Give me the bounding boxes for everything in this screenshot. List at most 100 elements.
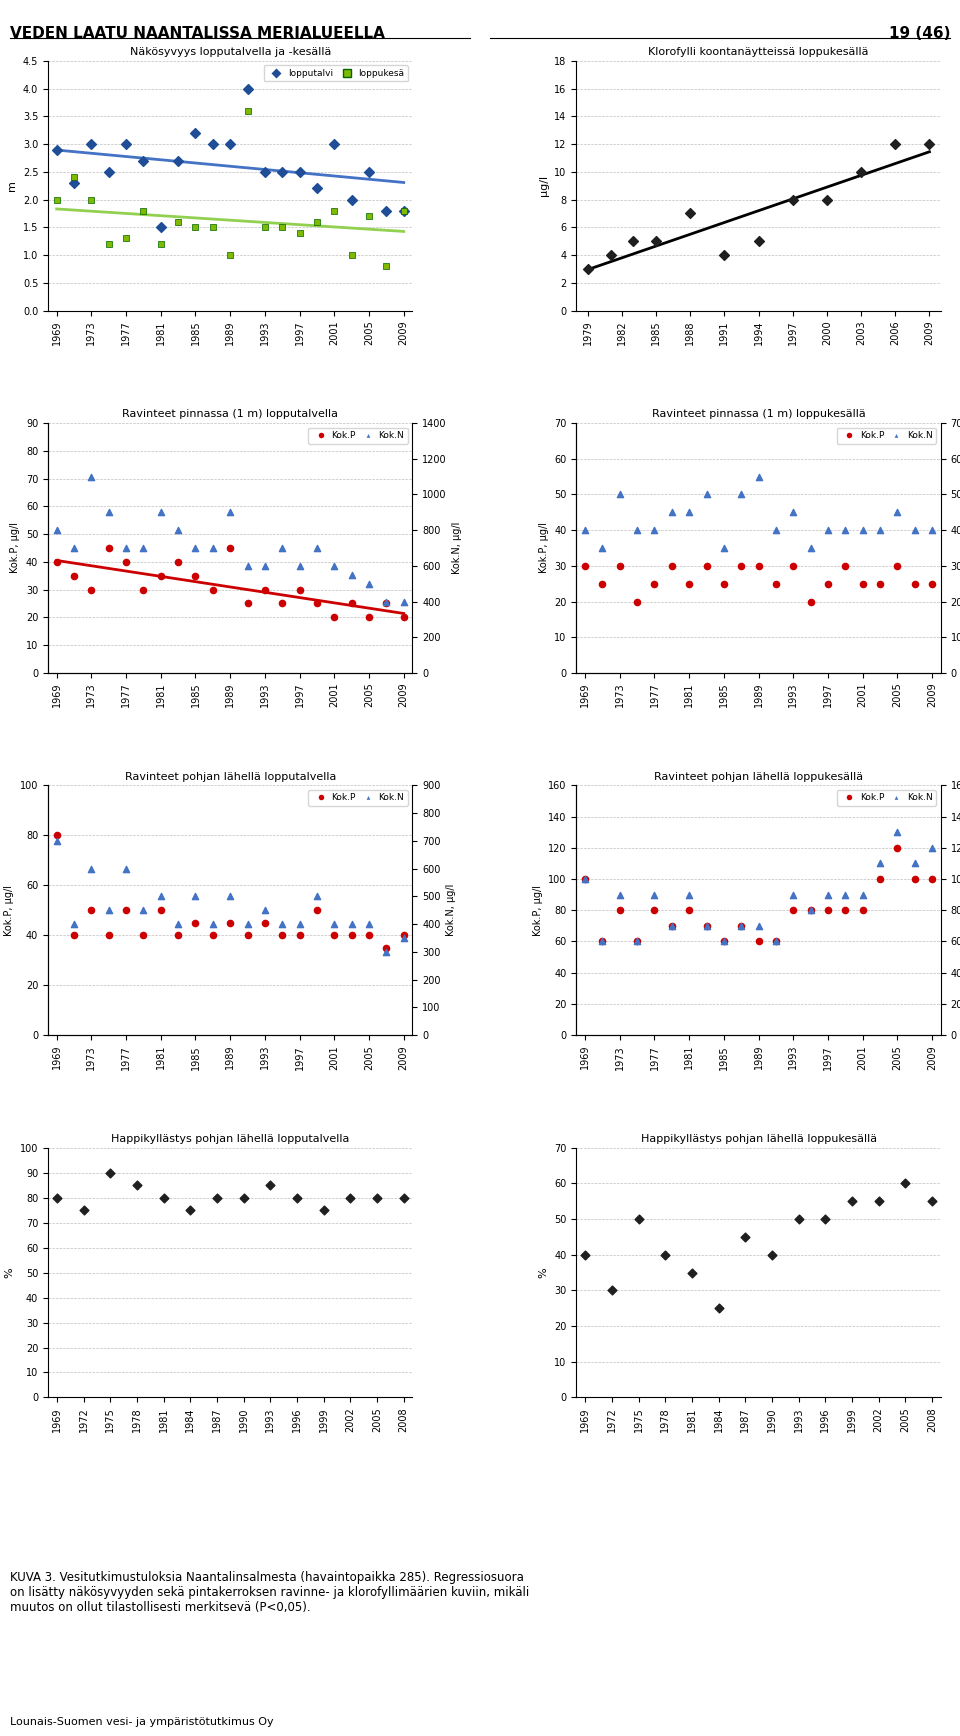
Point — [361, 604, 376, 632]
Legend: Kok.P, Kok.N: Kok.P, Kok.N — [308, 427, 408, 444]
Point — [396, 1184, 411, 1212]
Point — [344, 186, 359, 214]
Point — [236, 1184, 252, 1212]
Title: Näkösyvyys lopputalvella ja -kesällä: Näkösyvyys lopputalvella ja -kesällä — [130, 47, 331, 57]
Point — [309, 175, 324, 203]
Point — [785, 880, 801, 908]
Point — [577, 552, 592, 580]
Legend: Kok.P, Kok.N: Kok.P, Kok.N — [836, 790, 936, 806]
Point — [907, 516, 923, 543]
Point — [66, 535, 82, 562]
Point — [396, 196, 412, 224]
Point — [223, 130, 238, 158]
Point — [156, 1184, 171, 1212]
Point — [135, 148, 151, 175]
Point — [309, 896, 324, 924]
Point — [751, 927, 766, 955]
Point — [153, 214, 168, 241]
Point — [223, 882, 238, 910]
Title: Happikyllästys pohjan lähellä loppukesällä: Happikyllästys pohjan lähellä loppukesäl… — [640, 1134, 876, 1144]
Point — [171, 922, 186, 950]
Point — [326, 552, 342, 580]
Point — [378, 590, 394, 618]
Point — [275, 158, 290, 186]
Point — [821, 569, 836, 597]
Point — [344, 561, 359, 589]
Point — [84, 130, 99, 158]
Point — [326, 196, 342, 224]
Point — [49, 1184, 64, 1212]
Point — [275, 214, 290, 241]
Point — [768, 569, 783, 597]
Y-axis label: μg/l: μg/l — [539, 175, 549, 196]
Text: Lounais-Suomen vesi- ja ympäristötutkimus Oy: Lounais-Suomen vesi- ja ympäristötutkimu… — [10, 1717, 274, 1727]
Point — [262, 1172, 277, 1200]
Point — [309, 882, 324, 910]
Point — [292, 219, 307, 247]
Point — [188, 882, 204, 910]
Point — [153, 896, 168, 924]
Point — [171, 148, 186, 175]
Point — [344, 910, 359, 937]
Point — [855, 516, 871, 543]
Point — [205, 535, 221, 562]
Point — [699, 911, 714, 939]
Y-axis label: %: % — [5, 1267, 14, 1278]
Text: VEDEN LAATU NAANTALISSA MERIALUEELLA: VEDEN LAATU NAANTALISSA MERIALUEELLA — [10, 26, 384, 42]
Point — [135, 576, 151, 604]
Point — [361, 203, 376, 231]
Title: Ravinteet pohjan lähellä loppukesällä: Ravinteet pohjan lähellä loppukesällä — [654, 773, 863, 781]
Point — [223, 910, 238, 937]
Point — [275, 910, 290, 937]
Point — [171, 516, 186, 543]
Point — [275, 535, 290, 562]
Text: KUVA 3. Vesitutkimustuloksia Naantalinsalmesta (havaintopaikka 285). Regressiosu: KUVA 3. Vesitutkimustuloksia Naantalinsa… — [10, 1571, 529, 1614]
Point — [171, 208, 186, 236]
Point — [66, 562, 82, 590]
Point — [118, 854, 133, 882]
Point — [309, 590, 324, 618]
Point — [873, 569, 888, 597]
Point — [361, 922, 376, 950]
Point — [612, 880, 628, 908]
Point — [135, 196, 151, 224]
Point — [630, 927, 645, 955]
Point — [309, 208, 324, 236]
Point — [240, 75, 255, 102]
Point — [275, 590, 290, 618]
Point — [612, 481, 628, 509]
Point — [240, 97, 255, 125]
Point — [257, 214, 273, 241]
Point — [257, 576, 273, 604]
Legend: Kok.P, Kok.N: Kok.P, Kok.N — [308, 790, 408, 806]
Point — [205, 214, 221, 241]
Point — [326, 922, 342, 950]
Point — [890, 552, 905, 580]
Point — [205, 922, 221, 950]
Point — [907, 865, 923, 892]
Point — [153, 562, 168, 590]
Point — [684, 1259, 700, 1286]
Point — [49, 135, 64, 163]
Point — [737, 1222, 753, 1250]
Point — [664, 911, 680, 939]
Point — [101, 498, 116, 526]
Point — [785, 498, 801, 526]
Point — [343, 1184, 358, 1212]
Point — [873, 865, 888, 892]
Point — [785, 552, 801, 580]
Point — [717, 241, 732, 269]
Point — [751, 552, 766, 580]
Point — [907, 849, 923, 877]
Point — [890, 833, 905, 861]
Point — [344, 590, 359, 618]
Point — [240, 552, 255, 580]
Point — [733, 552, 749, 580]
Point — [66, 168, 82, 196]
Y-axis label: m: m — [8, 181, 17, 191]
Point — [205, 130, 221, 158]
Point — [768, 516, 783, 543]
Point — [604, 1276, 619, 1304]
Point — [378, 934, 394, 962]
Point — [378, 252, 394, 279]
